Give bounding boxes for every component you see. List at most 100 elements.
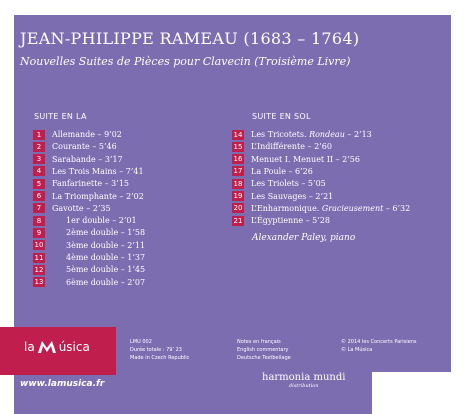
- track-tempo: Gracieusement: [321, 203, 384, 213]
- track-title-text: L’Enharmonique.: [251, 203, 322, 213]
- logo-la: la: [24, 340, 35, 354]
- track-number: 2: [33, 141, 45, 152]
- track-row: 3 Sarabande – 3’17: [33, 154, 123, 165]
- label-logo-block: [0, 327, 116, 375]
- track-title: Les Tricotets. Rondeau – 2’13: [251, 130, 372, 139]
- track-number: 10: [33, 240, 45, 251]
- track-row: 16 Menuet I. Menuet II – 2’56: [232, 154, 360, 165]
- track-duration: – 6’32: [383, 203, 411, 213]
- track-row: 1 Allemande – 9’02: [33, 129, 122, 140]
- track-title: Les Sauvages – 2’21: [251, 192, 333, 201]
- track-row: 10 3ème double – 2’11: [33, 240, 145, 251]
- track-title-text: Courante – 5’46: [52, 142, 117, 152]
- track-title: Allemande – 9’02: [52, 130, 122, 139]
- track-row: 9 2ème double – 1’58: [33, 227, 145, 238]
- track-title-text: 4ème double – 1’37: [66, 253, 146, 262]
- distributor-sub: distribution: [288, 383, 319, 389]
- catalog-line: Made in Czech Republic: [130, 355, 190, 361]
- track-title-text: Les Sauvages – 2’21: [251, 191, 334, 201]
- logo-usica: úsica: [58, 340, 90, 354]
- track-number: 6: [33, 191, 45, 201]
- track-row: 2 Courante – 5’46: [33, 141, 117, 152]
- track-title-text: 1er double – 2’01: [66, 216, 137, 226]
- track-title: L’Enharmonique. Gracieusement – 6’32: [251, 204, 410, 213]
- distributor-name: harmonia mundi: [262, 372, 346, 383]
- track-title: La Triomphante – 2’02: [52, 192, 144, 201]
- right-suite-heading: SUITE EN SOL: [252, 112, 311, 121]
- track-number: 19: [232, 191, 244, 201]
- track-number: 3: [33, 154, 45, 165]
- track-title-text: Allemande – 9’02: [52, 130, 122, 139]
- track-title: 1er double – 2’01: [66, 216, 137, 225]
- track-row: 19 Les Sauvages – 2’21: [232, 191, 333, 202]
- track-row: 11 4ème double – 1’37: [33, 252, 145, 263]
- track-number: 8: [33, 215, 45, 226]
- track-number: 5: [33, 178, 45, 189]
- track-title-text: 6ème double – 2’07: [66, 277, 146, 287]
- track-number: 14: [232, 129, 244, 140]
- track-number: 16: [232, 154, 244, 165]
- track-title-text: 5ème double – 1’45: [66, 265, 146, 275]
- track-row: 4 Les Trois Mains – 7’41: [33, 166, 144, 177]
- track-number: 11: [33, 252, 45, 263]
- track-row: 21 L’Égyptienne – 5’28: [232, 215, 330, 226]
- track-row: 8 1er double – 2’01: [33, 215, 137, 226]
- track-row: 6 La Triomphante – 2’02: [33, 191, 144, 202]
- track-title: 5ème double – 1’45: [66, 265, 145, 274]
- track-title: 4ème double – 1’37: [66, 253, 145, 262]
- track-tempo: Rondeau: [309, 130, 345, 139]
- track-number: 9: [33, 227, 45, 238]
- track-row: 12 5ème double – 1’45: [33, 264, 145, 275]
- copyright-line: © 2014 les Concerts Parisiens: [341, 339, 417, 345]
- track-title: 6ème double – 2’07: [66, 278, 145, 287]
- track-number: 7: [33, 203, 45, 214]
- composer-title: JEAN-PHILIPPE RAMEAU (1683 – 1764): [20, 29, 360, 48]
- track-title-text: La Triomphante – 2’02: [52, 191, 144, 201]
- track-title: L’Indifférente – 2’60: [251, 142, 332, 151]
- left-suite-heading: SUITE EN LA: [34, 112, 87, 121]
- track-title: Les Trois Mains – 7’41: [52, 167, 144, 176]
- track-title: Fanfarinette – 3’15: [52, 179, 129, 188]
- track-row: 17 La Poule – 6’26: [232, 166, 313, 177]
- track-number: 17: [232, 166, 244, 177]
- track-title: Les Triolets – 5’05: [251, 179, 326, 188]
- track-title-text: L’Égyptienne – 5’28: [251, 216, 330, 226]
- track-row: 20 L’Enharmonique. Gracieusement – 6’32: [232, 203, 410, 214]
- track-title-text: Les Triolets – 5’05: [251, 179, 326, 189]
- track-title: Menuet I. Menuet II – 2’56: [251, 155, 360, 164]
- track-title-text: La Poule – 6’26: [251, 166, 313, 176]
- track-title: 3ème double – 2’11: [66, 241, 145, 250]
- track-title-text: Fanfarinette – 3’15: [52, 179, 129, 189]
- track-row: 18 Les Triolets – 5’05: [232, 178, 326, 189]
- track-number: 12: [33, 264, 45, 275]
- track-number: 13: [33, 277, 45, 288]
- m-glyph-icon: [37, 341, 56, 353]
- catalog-line: Durée totale : 79’ 23: [130, 347, 182, 353]
- label-logo: la úsica: [24, 340, 90, 354]
- copyright-info: © 2014 les Concerts Parisiens © La Músic…: [341, 338, 416, 354]
- track-title-text: Les Trois Mains – 7’41: [52, 166, 144, 176]
- track-row: 14 Les Tricotets. Rondeau – 2’13: [232, 129, 372, 140]
- catalog-line: LMU 002: [130, 339, 152, 345]
- track-row: 7 Gavotte – 2’35: [33, 203, 111, 214]
- track-title: La Poule – 6’26: [251, 167, 313, 176]
- track-title-text: L’Indifférente – 2’60: [251, 142, 332, 152]
- track-title: Courante – 5’46: [52, 142, 117, 151]
- track-number: 20: [232, 203, 244, 214]
- track-title-text: Sarabande – 3’17: [52, 154, 123, 164]
- track-title-text: 3ème double – 2’11: [66, 240, 146, 250]
- notes-line: Notes en français: [237, 339, 281, 345]
- track-row: 13 6ème double – 2’07: [33, 277, 145, 288]
- track-title: Gavotte – 2’35: [52, 204, 111, 213]
- track-number: 1: [33, 129, 45, 140]
- performer-credit: Alexander Paley, piano: [252, 233, 356, 243]
- notes-info: Notes en français English commentary Deu…: [237, 338, 291, 362]
- track-duration: – 2’13: [344, 130, 372, 139]
- track-number: 4: [33, 166, 45, 177]
- track-title: 2ème double – 1’58: [66, 228, 145, 237]
- track-title: Sarabande – 3’17: [52, 155, 123, 164]
- catalog-info: LMU 002 Durée totale : 79’ 23 Made in Cz…: [130, 338, 189, 362]
- track-row: 15 L’Indifférente – 2’60: [232, 141, 332, 152]
- track-title-text: Gavotte – 2’35: [52, 203, 111, 213]
